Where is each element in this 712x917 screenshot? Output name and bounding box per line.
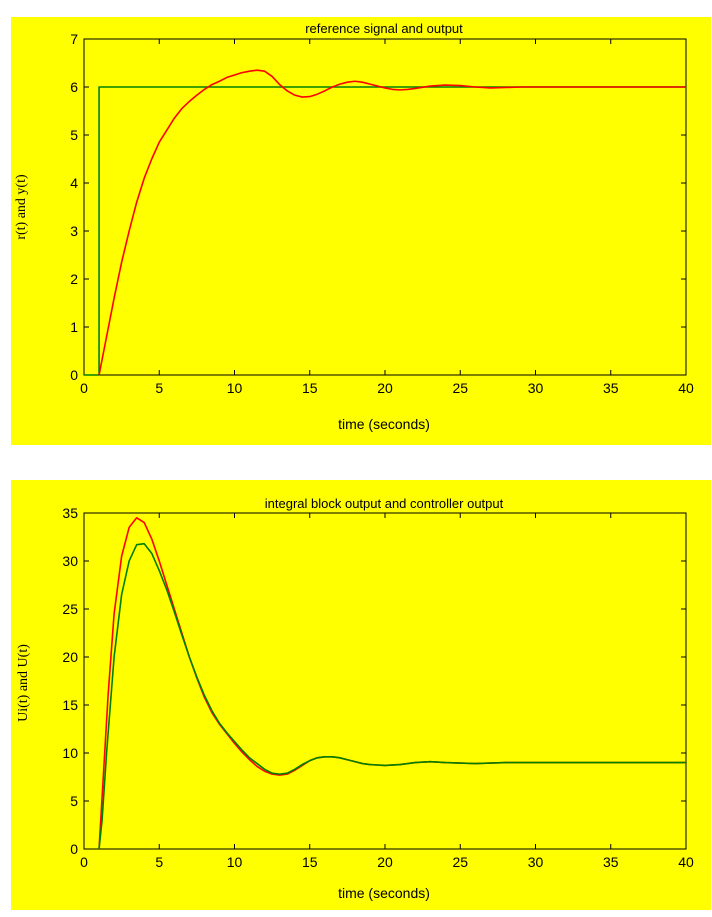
x-tick-label: 25 [452, 854, 468, 870]
series-line-1 [98, 516, 686, 850]
x-tick-label: 40 [678, 380, 694, 396]
x-tick-label: 0 [80, 380, 88, 396]
x-tick-label: 20 [377, 380, 393, 396]
y-tick-label: 5 [70, 793, 78, 809]
y-tick-label: 0 [70, 367, 78, 383]
x-tick-label: 0 [80, 854, 88, 870]
x-tick-label: 35 [603, 380, 619, 396]
y-tick-label: 35 [62, 505, 78, 521]
x-tick-label: 30 [528, 854, 544, 870]
y-tick-label: 10 [62, 745, 78, 761]
y-tick-label: 4 [70, 175, 78, 191]
x-tick-label: 15 [302, 380, 318, 396]
y-tick-label: 1 [70, 319, 78, 335]
y-tick-label: 25 [62, 601, 78, 617]
top-chart-panel: reference signal and output time (second… [11, 17, 711, 445]
bottom-chart-panel: integral block output and controller out… [11, 480, 711, 910]
x-tick-label: 10 [227, 854, 243, 870]
top-chart: reference signal and output time (second… [14, 21, 694, 432]
x-tick-label: 15 [302, 854, 318, 870]
y-axis-label: Ui(t) and U(t) [16, 644, 31, 722]
y-tick-label: 20 [62, 649, 78, 665]
plot-frame [83, 512, 687, 850]
series-line-1 [84, 86, 686, 376]
x-axis-label: time (seconds) [338, 416, 430, 432]
x-tick-label: 20 [377, 854, 393, 870]
x-tick-label: 5 [155, 854, 163, 870]
y-tick-label: 0 [70, 841, 78, 857]
x-tick-label: 25 [452, 380, 468, 396]
x-tick-label: 30 [528, 380, 544, 396]
x-tick-label: 10 [227, 380, 243, 396]
bottom-chart: integral block output and controller out… [16, 496, 694, 901]
x-tick-label: 35 [603, 854, 619, 870]
y-tick-label: 30 [62, 553, 78, 569]
y-tick-label: 7 [70, 31, 78, 47]
x-tick-label: 5 [155, 380, 163, 396]
y-tick-label: 2 [70, 271, 78, 287]
y-tick-label: 6 [70, 79, 78, 95]
x-axis-label: time (seconds) [338, 885, 430, 901]
series-line-2 [98, 69, 686, 376]
chart-title: integral block output and controller out… [265, 496, 504, 511]
y-tick-label: 5 [70, 127, 78, 143]
series-line-2 [98, 542, 686, 850]
plot-frame [83, 38, 687, 376]
chart-title: reference signal and output [305, 21, 463, 36]
y-tick-label: 15 [62, 697, 78, 713]
y-tick-label: 3 [70, 223, 78, 239]
x-tick-label: 40 [678, 854, 694, 870]
y-axis-label: r(t) and y(t) [14, 174, 29, 240]
